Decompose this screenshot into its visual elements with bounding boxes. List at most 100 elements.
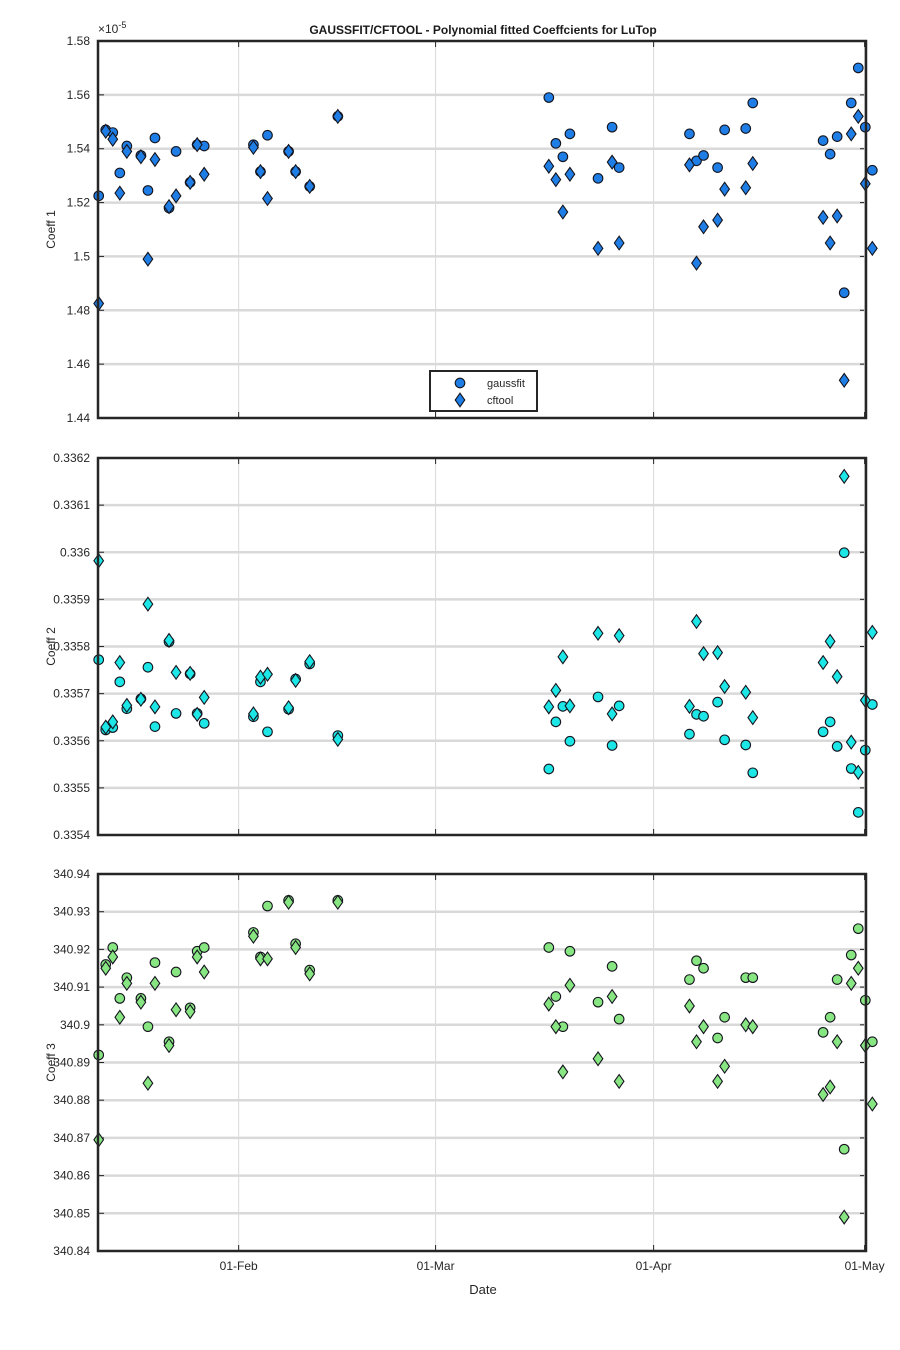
gaussfit-point xyxy=(684,128,695,140)
cftool-point xyxy=(184,174,196,191)
cftool-point xyxy=(170,188,182,204)
cftool-point xyxy=(163,1037,175,1054)
cftool-point xyxy=(866,240,878,257)
cftool-point xyxy=(691,255,702,271)
y-axis-label: Coeff 2 xyxy=(44,627,58,666)
cftool-point xyxy=(613,235,625,251)
cftool-point xyxy=(691,1034,702,1050)
cftool-point xyxy=(107,131,119,148)
cftool-point xyxy=(747,1018,759,1035)
cftool-point xyxy=(543,158,555,174)
gaussfit-point xyxy=(824,148,836,160)
gaussfit-point xyxy=(712,696,723,708)
cftool-point xyxy=(149,975,161,992)
cftool-point xyxy=(170,664,182,681)
cftool-point xyxy=(613,627,625,644)
y-tick-label: 0.3359 xyxy=(53,592,90,606)
y-tick-label: 0.3354 xyxy=(53,828,90,842)
cftool-point xyxy=(184,1003,196,1020)
gaussfit-point xyxy=(691,955,702,967)
y-tick-label: 1.48 xyxy=(67,303,91,317)
cftool-point xyxy=(198,689,210,706)
gaussfit-point xyxy=(684,728,695,740)
gaussfit-point xyxy=(719,1011,730,1023)
cftool-point xyxy=(100,960,112,977)
gaussfit-point xyxy=(824,716,836,728)
cftool-point xyxy=(163,198,175,215)
gaussfit-point xyxy=(142,661,154,673)
cftool-point xyxy=(191,949,203,965)
gaussfit-point xyxy=(852,807,864,818)
cftool-point xyxy=(290,672,302,689)
cftool-point xyxy=(852,960,864,977)
gaussfit-point xyxy=(543,942,555,953)
cftool-point xyxy=(121,697,133,714)
cftool-point xyxy=(592,1050,604,1067)
cftool-point xyxy=(149,151,161,168)
legend-cftool-marker xyxy=(454,392,466,408)
cftool-point xyxy=(712,644,724,661)
gaussfit-point xyxy=(550,137,562,149)
cftool-point xyxy=(606,154,618,170)
cftool-point xyxy=(114,1009,126,1026)
cftool-point xyxy=(283,143,295,160)
cftool-point xyxy=(831,208,843,224)
cftool-point xyxy=(831,1034,843,1050)
cftool-point xyxy=(740,684,752,700)
cftool-point xyxy=(852,764,864,781)
cftool-point xyxy=(838,372,850,389)
gaussfit-point xyxy=(592,691,604,703)
cftool-point xyxy=(606,988,618,1005)
cftool-point xyxy=(831,668,843,685)
cftool-point xyxy=(283,894,295,911)
gaussfit-point xyxy=(613,1013,625,1025)
cftool-point xyxy=(838,1209,850,1225)
cftool-point xyxy=(817,654,829,671)
gaussfit-point xyxy=(170,146,182,157)
gaussfit-point xyxy=(550,991,562,1002)
gaussfit-point xyxy=(698,962,709,974)
gaussfit-point xyxy=(149,132,161,144)
subplot-2: 0.3354 0.3355 0.3356 0.3357 0.3358 0.3359 0.33… xyxy=(44,451,878,842)
gaussfit-point xyxy=(557,151,569,163)
y-tick-label: 340.93 xyxy=(53,905,90,919)
cftool-point xyxy=(149,699,161,715)
y-tick-label: 340.92 xyxy=(53,942,90,956)
gaussfit-point xyxy=(198,942,210,953)
gaussfit-point xyxy=(543,92,555,103)
cftool-point xyxy=(107,714,119,730)
cftool-point xyxy=(740,180,752,196)
cftool-point xyxy=(135,691,147,708)
cftool-point xyxy=(550,171,562,188)
gaussfit-point xyxy=(852,923,864,935)
cftool-point xyxy=(683,998,695,1014)
gaussfit-point xyxy=(838,287,850,299)
cftool-point xyxy=(290,163,302,180)
cftool-point xyxy=(107,949,119,965)
gaussfit-point xyxy=(606,121,618,133)
y-tick-label: 1.52 xyxy=(67,196,91,210)
gaussfit-point xyxy=(564,128,576,140)
cftool-point xyxy=(557,1064,569,1080)
cftool-point xyxy=(543,699,555,715)
cftool-point xyxy=(845,126,857,142)
gaussfit-point xyxy=(838,547,850,559)
cftool-point xyxy=(747,155,759,172)
cftool-point xyxy=(564,698,576,714)
x-axis-label: Date xyxy=(469,1282,496,1297)
subplot-3: 340.84 340.85 340.86 340.87 340.88 340.89 340.… xyxy=(44,867,885,1273)
y-tick-label: 340.9 xyxy=(60,1018,90,1032)
gaussfit-point xyxy=(262,129,273,141)
gaussfit-point xyxy=(606,740,618,751)
gaussfit-point xyxy=(747,767,759,779)
cftool-point xyxy=(824,633,836,650)
cftool-point xyxy=(198,964,210,980)
gaussfit-point xyxy=(114,676,126,688)
gaussfit-point xyxy=(817,726,829,738)
gaussfit-point xyxy=(719,124,730,136)
cftool-point xyxy=(142,251,154,267)
gaussfit-point xyxy=(866,164,878,176)
gaussfit-point xyxy=(845,949,857,961)
